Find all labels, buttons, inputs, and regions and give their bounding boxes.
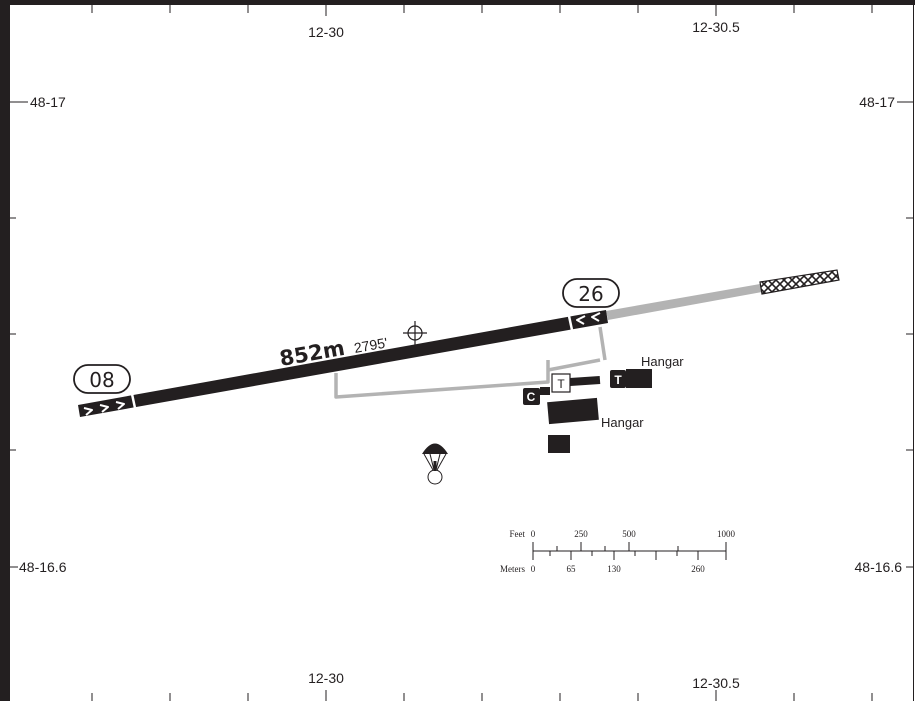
latitude-label-lower-left: 48-16.6 [19,559,67,575]
displaced-threshold-arrows-26 [576,312,601,325]
customs-marker-letter: C [527,390,536,404]
scale-feet-tick-500: 500 [622,529,636,539]
tower-marker-letter: T [557,377,565,391]
runway-length-feet: 2795' [353,334,389,356]
scale-meters-label: Meters [500,564,525,574]
buildings [540,369,652,453]
latitude-label-lower-right: 48-16.6 [855,559,903,575]
longitude-label-bottom-right: 12-30.5 [692,675,740,691]
runway-label-26: 26 [562,278,620,308]
longitude-label-bottom-left: 12-30 [308,670,344,686]
hangar-label-1: Hangar [641,354,684,369]
runway-08-26 [78,310,608,417]
runway-number-08: 08 [89,368,114,392]
tower-marker-icon: T [551,373,571,393]
latitude-label-upper-right: 48-17 [859,94,895,110]
scale-meters-tick-0: 0 [531,564,536,574]
scale-feet-tick-1000: 1000 [717,529,736,539]
scale-feet-tick-250: 250 [574,529,588,539]
scale-bar: Feet 0 250 500 1000 Meters 0 65 130 260 [500,529,736,574]
scale-feet-label: Feet [510,529,526,539]
fuel-marker-icon: T [610,370,626,388]
longitude-label-top-right: 12-30.5 [692,19,740,35]
building-strip [569,375,601,387]
hangar-building-1 [626,369,652,388]
airport-reference-point-icon [403,321,427,345]
customs-marker-icon: C [523,388,540,405]
runway-label-08: 08 [73,364,131,394]
longitude-label-top-left: 12-30 [308,24,344,40]
hangar-label-2: Hangar [601,415,644,430]
fuel-marker-letter: T [614,373,622,387]
hangar-building-2 [547,397,599,425]
scale-meters-tick-130: 130 [607,564,621,574]
latitude-label-upper-left: 48-17 [30,94,66,110]
parachute-icon [422,443,448,485]
taxiways [334,326,607,399]
bottom-ticks [91,690,873,701]
scale-meters-tick-65: 65 [567,564,577,574]
scale-feet-tick-0: 0 [531,529,536,539]
displaced-threshold-arrows-08 [83,401,125,416]
runway-extension [606,284,762,320]
top-ticks [91,5,873,16]
scale-meters-tick-260: 260 [691,564,705,574]
side-ticks [10,101,913,568]
closed-surface-hatched [759,269,840,295]
building-small [548,435,570,453]
runway-number-26: 26 [578,282,603,306]
